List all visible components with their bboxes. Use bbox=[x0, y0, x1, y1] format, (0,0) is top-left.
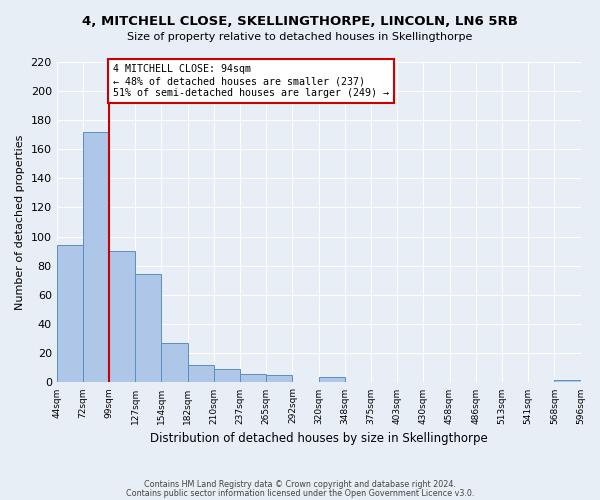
Bar bbox=[554, 380, 581, 382]
Text: Size of property relative to detached houses in Skellingthorpe: Size of property relative to detached ho… bbox=[127, 32, 473, 42]
Text: Contains HM Land Registry data © Crown copyright and database right 2024.: Contains HM Land Registry data © Crown c… bbox=[144, 480, 456, 489]
Bar bbox=[214, 370, 240, 382]
Bar bbox=[109, 251, 135, 382]
Bar bbox=[240, 374, 266, 382]
Bar bbox=[266, 375, 292, 382]
Bar bbox=[56, 246, 83, 382]
Bar bbox=[83, 132, 109, 382]
Bar bbox=[161, 343, 188, 382]
Y-axis label: Number of detached properties: Number of detached properties bbox=[15, 134, 25, 310]
Text: Contains public sector information licensed under the Open Government Licence v3: Contains public sector information licen… bbox=[126, 488, 474, 498]
Bar bbox=[188, 365, 214, 382]
Text: 4, MITCHELL CLOSE, SKELLINGTHORPE, LINCOLN, LN6 5RB: 4, MITCHELL CLOSE, SKELLINGTHORPE, LINCO… bbox=[82, 15, 518, 28]
Bar bbox=[319, 376, 345, 382]
Text: 4 MITCHELL CLOSE: 94sqm
← 48% of detached houses are smaller (237)
51% of semi-d: 4 MITCHELL CLOSE: 94sqm ← 48% of detache… bbox=[113, 64, 389, 98]
Bar bbox=[135, 274, 161, 382]
X-axis label: Distribution of detached houses by size in Skellingthorpe: Distribution of detached houses by size … bbox=[150, 432, 487, 445]
